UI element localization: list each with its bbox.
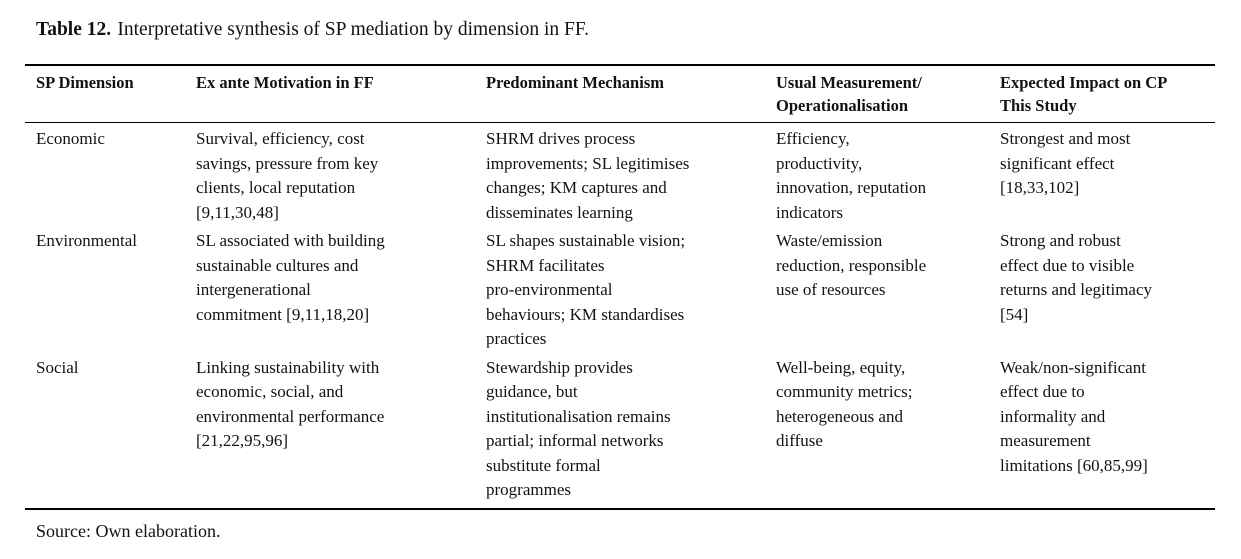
table-row-economic: Economic Survival, efficiency, cost savi…	[25, 123, 1215, 228]
cell-dimension: Environmental	[36, 231, 138, 250]
column-header-ex-ante-motivation: Ex ante Motivation in FF	[196, 65, 486, 123]
table-caption-text: Interpretative synthesis of SP mediation…	[117, 19, 590, 40]
cell-mechanism: SHRM drives process improvements; SL leg…	[486, 129, 690, 222]
cell-motivation: SL associated with building sustainable …	[196, 231, 385, 324]
column-header-usual-measurement: Usual Measurement/ Operationalisation	[776, 65, 1000, 123]
source-note: Source: Own elaboration.	[36, 520, 221, 541]
cell-dimension: Social	[36, 357, 79, 377]
cell-impact: Strong and robust effect due to visible …	[1000, 231, 1153, 324]
cell-mechanism: Stewardship provides guidance, but insti…	[486, 357, 671, 500]
cell-measurement: Waste/emission reduction, responsible us…	[776, 231, 927, 299]
cell-impact: Strongest and most significant effect [1…	[1000, 129, 1131, 197]
table-row-social: Social Linking sustainability with econo…	[25, 354, 1215, 509]
cell-impact: Weak/non-significant effect due to infor…	[1000, 357, 1148, 475]
column-header-sp-dimension: SP Dimension	[25, 65, 196, 123]
cell-mechanism: SL shapes sustainable vision; SHRM facil…	[486, 231, 686, 348]
table-header-row: SP Dimension Ex ante Motivation in FF Pr…	[25, 65, 1215, 123]
cell-measurement: Efficiency, productivity, innovation, re…	[776, 129, 927, 222]
cell-measurement: Well-being, equity, community metrics; h…	[776, 357, 913, 451]
column-header-expected-impact: Expected Impact on CP This Study	[1000, 65, 1215, 123]
table-caption: Table 12. Interpretative synthesis of SP …	[36, 16, 1241, 43]
cell-dimension: Economic	[36, 129, 105, 148]
synthesis-table: SP Dimension Ex ante Motivation in FF Pr…	[25, 64, 1215, 510]
table-row-environmental: Environmental SL associated with buildin…	[25, 227, 1215, 354]
cell-motivation: Linking sustainability with economic, so…	[196, 357, 385, 451]
cell-motivation: Survival, efficiency, cost savings, pres…	[196, 129, 379, 222]
column-header-predominant-mechanism: Predominant Mechanism	[486, 65, 776, 123]
table-number: Table 12.	[36, 19, 112, 40]
